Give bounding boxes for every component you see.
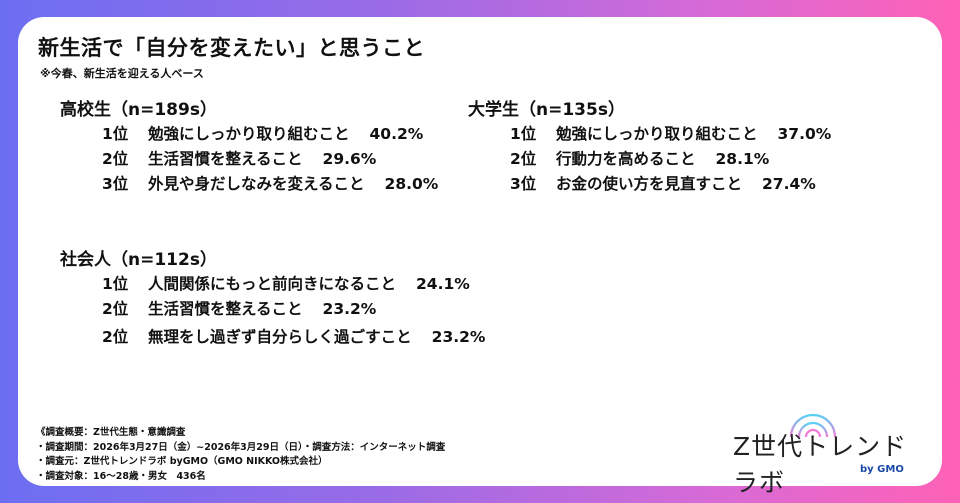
item-value: 27.4% [762,175,816,193]
logo-by: by GMO [860,464,904,475]
card [18,17,942,486]
item-label: 生活習慣を整えること [148,150,303,168]
list-item: 2位 行動力を高めること 28.1% [510,147,831,172]
logo-text: Z世代トレンドラボ [733,432,908,497]
list-item: 1位 勉強にしっかり取り組むこと 40.2% [102,122,438,147]
rank: 2位 [102,328,129,346]
subtitle: ※今春、新生活を迎える人ベース [40,67,204,80]
rank: 2位 [510,150,537,168]
item-label: 無理をし過ぎず自分らしく過ごすこと [148,328,412,346]
item-value: 23.2% [322,300,377,318]
rank: 3位 [102,175,129,193]
list-item: 3位 外見や身だしなみを変えること 28.0% [102,172,438,197]
rank: 2位 [102,150,129,168]
item-value: 28.1% [715,150,770,168]
footnote-line: ・調査期間：2026年3月27日（金）~2026年3月29日（日）・調査方法：イ… [36,441,446,453]
rank: 1位 [102,125,129,143]
rank: 3位 [510,175,537,193]
item-value: 24.1% [416,275,470,293]
item-value: 23.2% [431,328,486,346]
signal-icon [789,413,837,438]
item-label: 外見や身だしなみを変えること [148,175,365,193]
rank: 1位 [102,275,129,293]
group-working-adult: 社会人（n=112s） 1位 人間関係にもっと前向きになること 24.1% 2位 生活… [60,245,485,350]
list-item: 2位 生活習慣を整えること 23.2% [102,297,485,322]
group-heading: 高校生（n=189s） [60,100,217,120]
rank: 1位 [510,125,537,143]
footnote-line: 《調査概要：Z世代生態・意識調査 [36,427,186,438]
survey-footnote: 《調査概要：Z世代生態・意識調査 ・調査期間：2026年3月27日（金）~202… [36,426,445,484]
item-label: 勉強にしっかり取り組むこと [148,125,350,143]
item-value: 29.6% [322,150,377,168]
item-label: 生活習慣を整えること [148,300,303,318]
group-heading: 社会人（n=112s） [60,250,217,270]
item-label: 行動力を高めること [556,150,696,168]
item-value: 37.0% [777,125,832,143]
list-item: 3位 お金の使い方を見直すこと 27.4% [510,172,831,197]
list-item: 1位 勉強にしっかり取り組むこと 37.0% [510,122,831,147]
list-item: 1位 人間関係にもっと前向きになること 24.1% [102,272,485,297]
brand-logo: Z世代トレンドラボ by GMO [733,405,913,497]
page-title: 新生活で「自分を変えたい」と思うこと [38,36,425,60]
footnote-line: ・調査元：Z世代トレンドラボ byGMO（GMO NIKKO株式会社） [36,456,328,467]
item-label: お金の使い方を見直すこと [556,175,743,193]
item-label: 勉強にしっかり取り組むこと [556,125,758,143]
rank: 2位 [102,300,129,318]
group-high-school: 高校生（n=189s） 1位 勉強にしっかり取り組むこと 40.2% 2位 生活習慣を… [60,95,438,197]
group-university: 大学生（n=135s） 1位 勉強にしっかり取り組むこと 37.0% 2位 行動力を高… [468,95,831,197]
item-value: 28.0% [384,175,439,193]
item-label: 人間関係にもっと前向きになること [148,275,397,293]
footnote-line: ・調査対象：16～28歳・男女 436名 [36,470,206,482]
group-heading: 大学生（n=135s） [468,100,625,120]
list-item: 2位 無理をし過ぎず自分らしく過ごすこと 23.2% [102,325,485,350]
list-item: 2位 生活習慣を整えること 29.6% [102,147,438,172]
item-value: 40.2% [369,125,424,143]
